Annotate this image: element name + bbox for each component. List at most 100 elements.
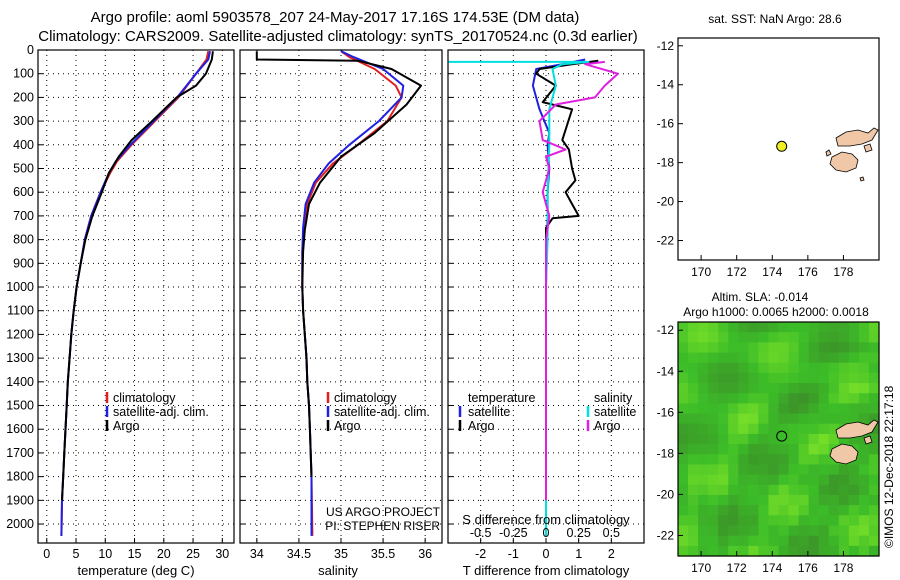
heatmap-cell	[848, 332, 860, 343]
heatmap-cell	[758, 372, 770, 384]
heatmap-cell	[688, 484, 699, 496]
heatmap-cell	[868, 515, 880, 527]
heatmap-cell	[708, 332, 719, 343]
heatmap-cell	[858, 372, 870, 384]
map-y-tick-label: -14	[657, 364, 675, 378]
heatmap-cell	[838, 332, 850, 343]
heatmap-cell	[858, 362, 870, 374]
heatmap-cell	[818, 393, 830, 404]
difference-legend-left: temperature satellite Argo	[458, 391, 535, 433]
heatmap-cell	[688, 383, 699, 394]
heatmap-cell	[798, 454, 810, 466]
heatmap-cell	[688, 403, 699, 415]
heatmap-cell	[748, 372, 759, 384]
y-tick-label: 1900	[6, 493, 34, 507]
heatmap-cell	[718, 515, 729, 527]
salinity-legend: climatology satellite-adj. clim. Argo	[326, 391, 430, 433]
y-tick-label: 100	[13, 67, 34, 81]
heatmap-cell	[738, 525, 749, 537]
heatmap-cell	[828, 322, 840, 333]
y-tick-label: 1100	[7, 304, 34, 318]
header-line1: Argo profile: aoml 5903578_207 24-May-20…	[91, 9, 580, 26]
heatmap-cell	[688, 464, 699, 476]
heatmap-cell	[798, 372, 810, 384]
heatmap-cell	[828, 423, 840, 435]
y-tick-label: 200	[13, 90, 34, 104]
heatmap-cell	[718, 322, 729, 333]
heatmap-cell	[728, 525, 739, 537]
heatmap-cell	[708, 474, 719, 486]
sst-map: sat. SST: NaN Argo: 28.6 170 172 174 176 178…	[657, 12, 880, 279]
heatmap-cell	[728, 372, 739, 384]
x-tick-label: 36	[418, 547, 432, 561]
heatmap-cell	[738, 444, 749, 455]
map-y-tick-label: -18	[657, 156, 675, 170]
heatmap-cell	[728, 494, 739, 506]
heatmap-cell	[718, 433, 729, 445]
heatmap-cell	[828, 545, 840, 557]
heatmap-cell	[798, 535, 810, 547]
heatmap-cell	[678, 372, 689, 384]
heatmap-cell	[758, 494, 770, 506]
heatmap-cell	[798, 545, 810, 557]
heatmap-cell	[738, 362, 749, 374]
heatmap-cell	[778, 362, 790, 374]
heatmap-cell	[748, 484, 759, 496]
map-x-tick-label: 172	[727, 561, 747, 575]
legend-salinity-title: salinity	[594, 391, 633, 405]
heatmap-cell	[718, 474, 729, 486]
heatmap-cell	[728, 332, 739, 343]
heatmap-cell	[718, 464, 729, 476]
island-vanua-levu	[835, 419, 879, 439]
heatmap-cell	[688, 535, 699, 547]
sla-map-coastline	[829, 419, 879, 465]
heatmap-cell	[728, 362, 739, 374]
heatmap-cell	[768, 322, 780, 333]
heatmap-cell	[828, 342, 840, 354]
heatmap-cell	[838, 413, 850, 425]
heatmap-cell	[738, 474, 749, 486]
heatmap-cell	[738, 403, 749, 415]
heatmap-cell	[718, 372, 729, 384]
sla-map-title-2: Argo h1000: 0.0065 h2000: 0.0018	[683, 305, 869, 319]
heatmap-cell	[828, 332, 840, 343]
y-tick-label: 1800	[6, 470, 34, 484]
heatmap-cell	[748, 545, 759, 557]
y-tick-label: 900	[13, 256, 34, 270]
heatmap-cell	[748, 362, 759, 374]
heatmap-cell	[808, 393, 820, 404]
map-y-tick-label: -22	[657, 528, 675, 542]
heatmap-cell	[688, 413, 699, 425]
x-tick-label: 0	[43, 547, 50, 561]
heatmap-cell	[858, 383, 870, 394]
heatmap-cell	[788, 515, 800, 527]
island-small-2	[859, 176, 865, 182]
heatmap-cell	[798, 332, 810, 343]
heatmap-cell	[828, 474, 840, 486]
heatmap-cell	[758, 322, 770, 333]
heatmap-cell	[678, 545, 689, 557]
heatmap-cell	[698, 322, 709, 333]
heatmap-cell	[838, 352, 850, 364]
heatmap-cell	[788, 494, 800, 506]
heatmap-cell	[698, 444, 709, 455]
heatmap-cell	[848, 413, 860, 425]
heatmap-cell	[748, 444, 759, 455]
heatmap-cell	[838, 535, 850, 547]
heatmap-cell	[688, 444, 699, 455]
heatmap-cell	[848, 372, 860, 384]
x-tick-label: -2	[475, 547, 486, 561]
heatmap-cell	[788, 393, 800, 404]
heatmap-cell	[718, 342, 729, 354]
heatmap-cell	[758, 474, 770, 486]
heatmap-cell	[688, 505, 699, 516]
heatmap-cell	[848, 464, 860, 476]
heatmap-cell	[738, 383, 749, 394]
heatmap-cell	[838, 393, 850, 404]
heatmap-cell	[848, 393, 860, 404]
heatmap-cell	[758, 393, 770, 404]
y-tick-label: 1600	[6, 422, 34, 436]
heatmap-cell	[698, 352, 709, 364]
series-line-satellite-adj-clim-	[301, 50, 405, 536]
heatmap-cell	[768, 474, 780, 486]
